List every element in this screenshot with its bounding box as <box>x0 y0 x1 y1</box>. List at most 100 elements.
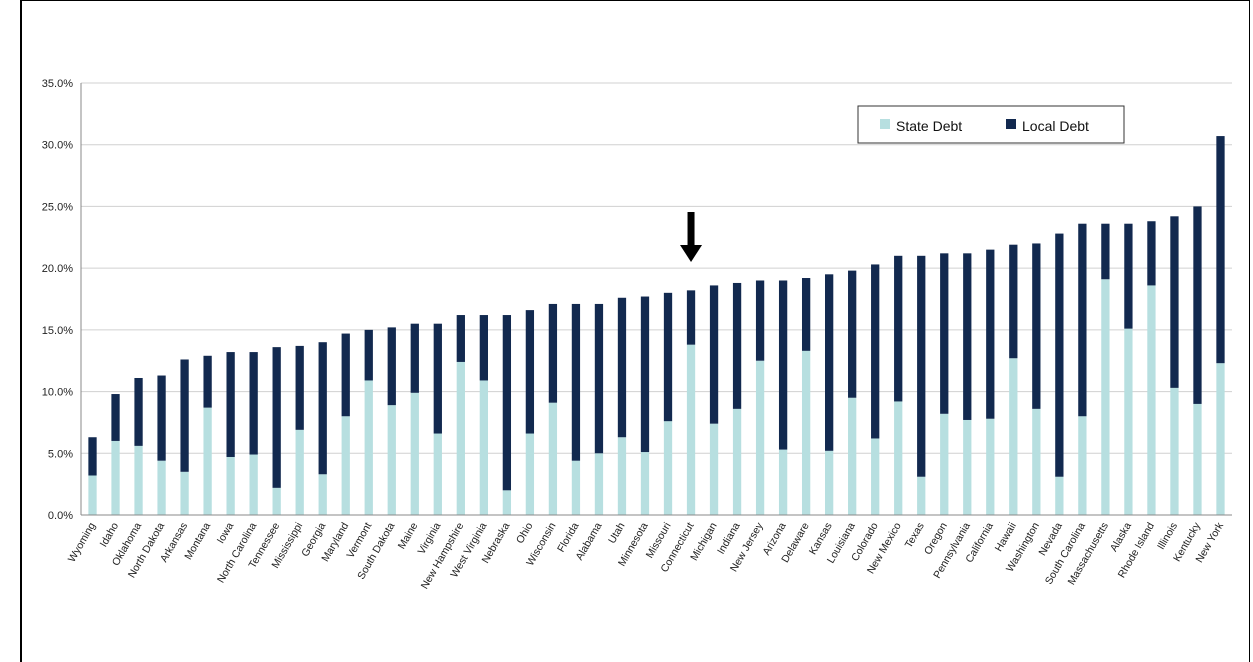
bar-state-debt-washington <box>1032 408 1041 515</box>
bar-local-debt-connecticut <box>686 290 696 345</box>
bar-state-debt-georgia <box>318 474 327 515</box>
bar-local-debt-new-york <box>1216 136 1225 364</box>
arrow-annotation <box>680 212 703 262</box>
bar-local-debt-kentucky <box>1193 206 1202 404</box>
bar-state-debt-texas <box>917 476 926 515</box>
bar-local-debt-new-hampshire <box>456 315 465 362</box>
bar-state-debt-new-mexico <box>894 401 903 515</box>
bar-state-debt-new-jersey <box>755 360 765 515</box>
legend-swatch-state-debt <box>880 119 890 129</box>
bar-state-debt-alabama <box>594 453 604 515</box>
bar-state-debt-nebraska <box>502 490 512 515</box>
bar-local-debt-wyoming <box>88 437 97 476</box>
bar-state-debt-connecticut <box>686 344 696 515</box>
bar-local-debt-wisconsin <box>548 303 558 403</box>
bar-local-debt-maine <box>410 323 419 393</box>
bar-local-debt-michigan <box>709 285 719 424</box>
bar-local-debt-new-jersey <box>755 280 765 361</box>
bar-local-debt-tennessee <box>272 347 281 488</box>
bar-state-debt-michigan <box>709 423 719 515</box>
bar-local-debt-oregon <box>940 253 949 414</box>
bar-local-debt-hawaii <box>1009 244 1018 359</box>
x-tick-label-ohio: Ohio <box>514 520 536 545</box>
bar-local-debt-washington <box>1032 243 1041 409</box>
bar-state-debt-illinois <box>1170 387 1179 515</box>
legend-swatch-local-debt <box>1006 119 1016 129</box>
bar-state-debt-utah <box>617 437 627 515</box>
bar-local-debt-indiana <box>732 282 742 409</box>
bar-state-debt-vermont <box>364 380 373 515</box>
x-tick-label-idaho: Idaho <box>98 520 122 549</box>
bar-local-debt-ohio <box>525 310 535 434</box>
x-tick-label-maine: Maine <box>396 520 421 551</box>
bar-local-debt-south-dakota <box>387 327 396 406</box>
bar-state-debt-louisiana <box>848 397 857 515</box>
bar-local-debt-delaware <box>801 278 811 351</box>
bar-state-debt-north-dakota <box>157 460 166 515</box>
bar-local-debt-montana <box>203 355 212 408</box>
bar-state-debt-maine <box>410 392 419 515</box>
bar-local-debt-west-virginia <box>479 315 488 381</box>
bar-local-debt-north-carolina <box>249 352 258 455</box>
y-tick-label: 15.0% <box>42 325 73 337</box>
bar-local-debt-arkansas <box>180 359 189 472</box>
legend: State Debt Local Debt <box>857 105 1125 144</box>
bar-state-debt-kentucky <box>1193 403 1202 515</box>
y-tick-label: 20.0% <box>42 263 73 275</box>
bar-state-debt-oregon <box>940 413 949 515</box>
x-tick-label-wyoming: Wyoming <box>66 520 98 564</box>
y-tick-label: 25.0% <box>42 201 73 213</box>
bar-local-debt-north-dakota <box>157 375 166 461</box>
x-tick-label-texas: Texas <box>903 521 927 551</box>
bar-local-debt-florida <box>571 303 581 461</box>
bar-state-debt-new-york <box>1216 363 1225 515</box>
bar-local-debt-texas <box>917 255 926 477</box>
bar-state-debt-new-hampshire <box>456 361 465 515</box>
bar-local-debt-maryland <box>341 333 350 417</box>
bar-local-debt-minnesota <box>640 296 650 453</box>
bar-state-debt-north-carolina <box>249 454 258 515</box>
bar-state-debt-arizona <box>778 449 788 515</box>
bar-local-debt-utah <box>617 297 627 438</box>
bar-local-debt-california <box>986 249 995 419</box>
bar-local-debt-nevada <box>1055 233 1064 477</box>
bar-state-debt-maryland <box>341 416 350 515</box>
chart-frame <box>20 0 1250 662</box>
bar-local-debt-louisiana <box>848 270 857 398</box>
y-tick-label: 30.0% <box>42 140 73 152</box>
bar-state-debt-virginia <box>433 433 442 515</box>
bar-local-debt-massachusetts <box>1101 223 1110 280</box>
bar-local-debt-mississippi <box>295 345 304 430</box>
bar-local-debt-illinois <box>1170 216 1179 388</box>
bar-local-debt-alabama <box>594 303 604 454</box>
bar-state-debt-nevada <box>1055 476 1064 515</box>
bar-local-debt-nebraska <box>502 315 512 491</box>
bar-state-debt-wyoming <box>88 475 97 515</box>
bar-state-debt-minnesota <box>640 452 650 515</box>
bar-local-debt-georgia <box>318 342 327 475</box>
bar-state-debt-arkansas <box>180 471 189 515</box>
bar-local-debt-kansas <box>825 274 834 451</box>
bar-local-debt-pennsylvania <box>963 253 972 420</box>
bar-local-debt-alaska <box>1124 223 1133 329</box>
x-tick-label-iowa: Iowa <box>215 520 237 545</box>
bar-local-debt-idaho <box>111 394 120 441</box>
bar-state-debt-florida <box>571 460 581 515</box>
bar-state-debt-montana <box>203 407 212 515</box>
bar-state-debt-missouri <box>663 421 673 515</box>
bar-state-debt-indiana <box>732 408 742 515</box>
y-tick-label: 35.0% <box>42 78 73 90</box>
legend-box <box>857 105 1125 144</box>
bar-local-debt-south-carolina <box>1078 223 1087 417</box>
bar-local-debt-new-mexico <box>894 255 903 402</box>
bar-local-debt-missouri <box>663 292 673 422</box>
bar-state-debt-hawaii <box>1009 358 1018 515</box>
bar-local-debt-iowa <box>226 352 235 457</box>
bar-state-debt-pennsylvania <box>963 419 972 515</box>
bar-state-debt-kansas <box>825 450 834 515</box>
y-tick-label: 0.0% <box>48 510 73 522</box>
bar-local-debt-colorado <box>871 264 880 439</box>
bar-local-debt-arizona <box>778 280 788 450</box>
